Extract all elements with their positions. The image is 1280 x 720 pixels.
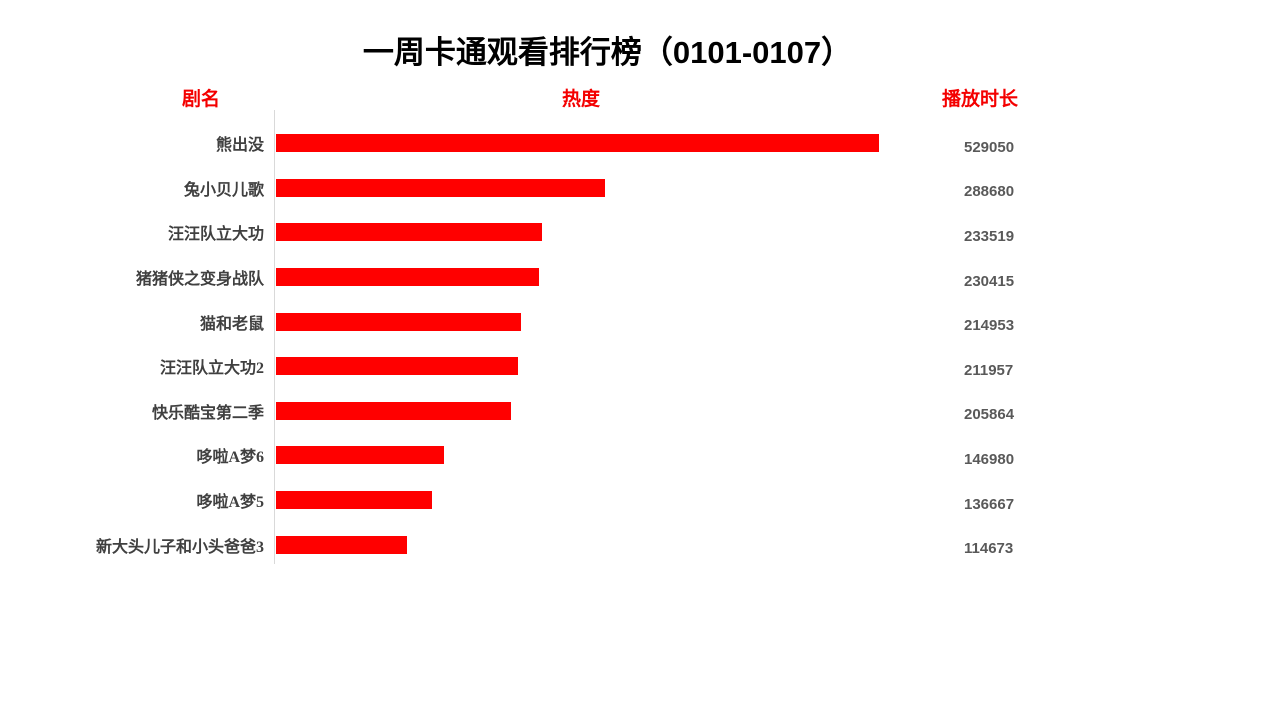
chart-row: 猪猪侠之变身战队 230415 bbox=[0, 255, 1280, 300]
page-title: 一周卡通观看排行榜（0101-0107） bbox=[362, 35, 853, 70]
heat-bar bbox=[276, 178, 605, 197]
duration-value: 214953 bbox=[964, 317, 1015, 335]
chart-row: 快乐酷宝第二季 205864 bbox=[0, 389, 1280, 434]
heat-bar bbox=[276, 134, 879, 153]
show-name-label: 快乐酷宝第二季 bbox=[151, 404, 264, 422]
duration-value: 288680 bbox=[964, 183, 1015, 201]
duration-value: 233519 bbox=[964, 227, 1015, 245]
category-axis-line bbox=[274, 110, 275, 564]
chart-row: 猫和老鼠 214953 bbox=[0, 299, 1280, 344]
show-name-label: 汪汪队立大功2 bbox=[159, 360, 264, 378]
chart-row: 熊出没 529050 bbox=[0, 121, 1280, 166]
heat-bar bbox=[276, 446, 444, 465]
show-name-label: 哆啦A梦5 bbox=[196, 494, 264, 512]
column-header-name: 剧名 bbox=[181, 89, 221, 110]
bar-track bbox=[274, 478, 963, 523]
show-name-label: 哆啦A梦6 bbox=[196, 449, 264, 467]
chart-row: 哆啦A梦5 136667 bbox=[0, 478, 1280, 523]
duration-value: 114673 bbox=[964, 540, 1014, 558]
show-name-label: 新大头儿子和小头爸爸3 bbox=[95, 538, 264, 556]
chart-row: 哆啦A梦6 146980 bbox=[0, 433, 1280, 478]
duration-value: 146980 bbox=[964, 450, 1015, 468]
heat-bar bbox=[276, 535, 407, 554]
column-header-duration: 播放时长 bbox=[941, 89, 1019, 110]
bar-track bbox=[274, 433, 963, 478]
show-name-label: 猪猪侠之变身战队 bbox=[135, 271, 264, 289]
bar-track bbox=[274, 344, 963, 389]
bar-track bbox=[274, 210, 963, 255]
show-name-label: 猫和老鼠 bbox=[199, 315, 264, 333]
show-name-label: 兔小贝儿歌 bbox=[183, 181, 264, 199]
duration-value: 230415 bbox=[964, 272, 1015, 290]
bar-track bbox=[274, 299, 963, 344]
heat-bar bbox=[276, 312, 521, 331]
chart-row: 汪汪队立大功 233519 bbox=[0, 210, 1280, 255]
heat-bar bbox=[276, 268, 539, 287]
bar-track bbox=[274, 166, 963, 211]
heat-bar bbox=[276, 223, 542, 242]
chart-row: 汪汪队立大功2 211957 bbox=[0, 344, 1280, 389]
bar-track bbox=[274, 389, 963, 434]
heat-bar bbox=[276, 491, 432, 510]
bar-track bbox=[274, 522, 963, 567]
duration-value: 529050 bbox=[964, 138, 1015, 156]
chart-rows: 熊出没 529050 兔小贝儿歌 288680 汪汪队立大功 233519 猪猪侠之变身战队… bbox=[0, 121, 1280, 567]
chart-row: 兔小贝儿歌 288680 bbox=[0, 166, 1280, 211]
chart-row: 新大头儿子和小头爸爸3 114673 bbox=[0, 522, 1280, 567]
show-name-label: 汪汪队立大功 bbox=[167, 226, 264, 244]
column-header-heat: 热度 bbox=[561, 89, 601, 110]
show-name-label: 熊出没 bbox=[215, 137, 264, 155]
heat-bar bbox=[276, 401, 511, 420]
duration-value: 205864 bbox=[964, 406, 1015, 424]
duration-value: 211957 bbox=[964, 361, 1014, 379]
bar-track bbox=[274, 121, 963, 166]
bar-track bbox=[274, 255, 963, 300]
duration-value: 136667 bbox=[964, 495, 1015, 513]
heat-bar bbox=[276, 357, 518, 376]
